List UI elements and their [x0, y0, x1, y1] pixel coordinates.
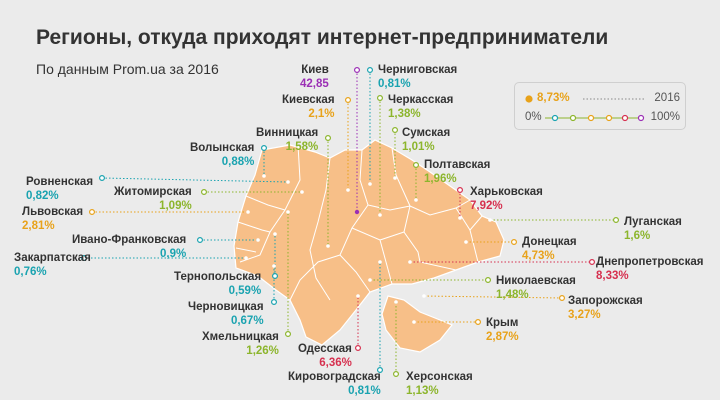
label-kirovograd: Кировоградская 0,81% — [288, 371, 381, 397]
label-lugansk: Луганская 1,6% — [624, 216, 682, 242]
legend: 8,73% 2016 0% 100% — [514, 82, 686, 130]
label-kherson: Херсонская 1,13% — [406, 371, 473, 397]
dot-odessa — [355, 345, 362, 352]
region-center-dots — [244, 174, 492, 324]
label-kievskaya: Киевская 2,1% — [282, 94, 335, 120]
label-poltava: Полтавская 1,96% — [424, 159, 491, 185]
label-ivano: Ивано-Франковская 0,9% — [72, 234, 187, 260]
dot-dnepr — [588, 259, 595, 266]
dot-vinnitsa — [325, 135, 332, 142]
dot-kherson — [393, 371, 400, 378]
dot-nikolaev — [485, 277, 492, 284]
label-kharkov: Харьковская 7,92% — [470, 186, 543, 212]
label-chernigov: Черниговская 0,81% — [378, 64, 458, 90]
dot-ivano — [197, 237, 204, 244]
legend-max: 100% — [650, 111, 680, 123]
label-crimea: Крым 2,87% — [486, 317, 519, 343]
legend-scale-dot-1 — [551, 114, 559, 122]
label-vinnitsa: Винницкая 1,58% — [256, 127, 319, 153]
label-dnepr: Днепропетровская 8,33% — [596, 256, 704, 282]
legend-example-value: 8,73% — [537, 92, 570, 104]
label-rovno: Ровненская 0,82% — [26, 176, 94, 202]
dot-lugansk — [612, 217, 619, 224]
label-lvov: Львовская 2,81% — [22, 206, 84, 232]
label-sumy: Сумская 1,01% — [402, 127, 451, 153]
dot-kiev — [354, 66, 361, 73]
legend-scale-dot-2 — [569, 114, 577, 122]
page-title: Регионы, откуда приходят интернет-предпр… — [36, 26, 609, 49]
label-kiev: Киев 42,85 — [300, 64, 329, 90]
dot-rovno — [98, 175, 105, 182]
crimea-shape — [381, 295, 453, 353]
dot-kharkov — [457, 187, 464, 194]
legend-graphic — [525, 95, 645, 122]
legend-min: 0% — [525, 111, 542, 123]
leader-dots — [80, 66, 619, 378]
dot-cherkassy — [377, 94, 384, 101]
legend-scale-dot-5 — [621, 114, 629, 122]
legend-scale-dot-6 — [637, 114, 645, 122]
dot-ternopol — [272, 273, 279, 280]
dot-crimea — [475, 319, 482, 326]
dot-lvov — [88, 209, 95, 216]
label-volyn: Волынская 0,88% — [190, 142, 255, 168]
label-odessa: Одесская 6,36% — [298, 343, 352, 369]
label-zaporozh: Запорожская 3,27% — [568, 295, 643, 321]
label-zakarpat: Закарпатская 0,76% — [14, 252, 91, 278]
dot-volyn — [261, 145, 268, 152]
dot-kirovograd — [377, 367, 384, 374]
page-subtitle: По данным Prom.ua за 2016 — [36, 61, 219, 77]
legend-year: 2016 — [654, 92, 680, 104]
dot-kievskaya — [345, 96, 352, 103]
dot-chernigov — [367, 66, 374, 73]
label-donetsk: Донецкая 4,73% — [522, 236, 577, 262]
dot-poltava — [413, 162, 420, 169]
dot-zaporozh — [558, 295, 565, 302]
leader-lines — [84, 70, 616, 374]
label-chernovtsy: Черновицкая 0,67% — [188, 301, 264, 327]
legend-scale-dot-4 — [605, 114, 613, 122]
dot-zakarpat — [80, 255, 87, 262]
legend-sample-dot — [525, 95, 533, 103]
dot-chernovtsy — [271, 299, 278, 306]
dot-khmeln — [285, 331, 292, 338]
label-zhitomir: Житомирская 1,09% — [114, 186, 192, 212]
legend-scale-dot-3 — [587, 114, 595, 122]
label-khmeln: Хмельницкая 1,26% — [202, 331, 279, 357]
label-ternopol: Тернопольская 0,59% — [174, 271, 262, 297]
label-nikolaev: Николаевская 1,48% — [496, 275, 576, 301]
dot-zhitomir — [201, 189, 208, 196]
label-cherkassy: Черкасская 1,38% — [388, 94, 454, 120]
dot-donetsk — [511, 239, 518, 246]
region-borders — [235, 144, 483, 301]
leader-rovno — [101, 177, 289, 183]
dot-sumy — [392, 126, 399, 133]
